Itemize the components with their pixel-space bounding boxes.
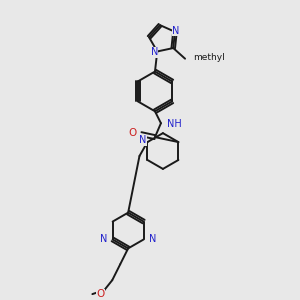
Text: N: N <box>139 135 146 145</box>
Text: N: N <box>151 47 158 58</box>
Text: methyl: methyl <box>193 53 225 62</box>
Text: O: O <box>96 289 104 299</box>
Text: O: O <box>129 128 137 138</box>
Text: N: N <box>172 26 180 36</box>
Text: N: N <box>100 235 108 244</box>
Text: NH: NH <box>167 119 182 129</box>
Text: N: N <box>148 235 156 244</box>
